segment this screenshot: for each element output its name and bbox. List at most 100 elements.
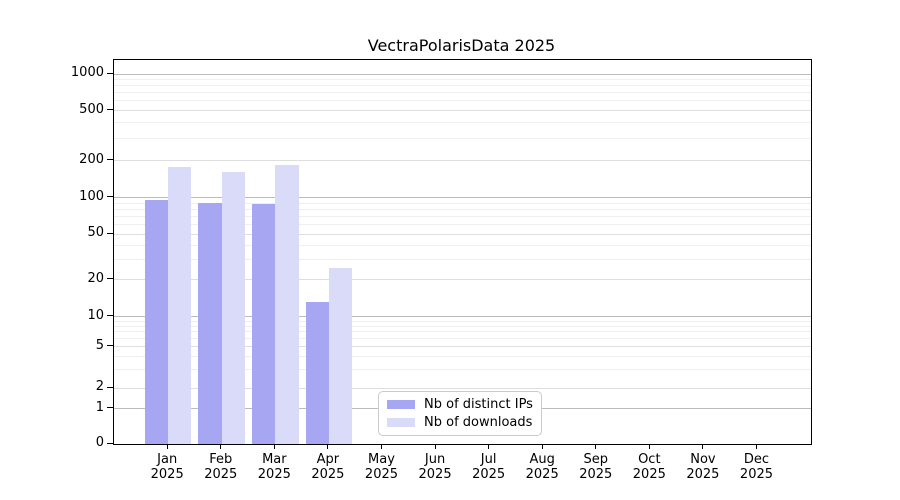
y-tick-mark (107, 345, 113, 346)
x-tick-label-feb: Feb 2025 (191, 452, 251, 482)
x-tick-month: Feb (209, 452, 233, 467)
x-tick-month: Jul (480, 452, 497, 467)
x-tick-label-jul: Jul 2025 (459, 452, 519, 482)
y-tick-mark (107, 159, 113, 160)
bar-downloads-feb (221, 172, 246, 444)
gridline-minor (114, 369, 811, 371)
legend-swatch-downloads (387, 418, 415, 427)
bar-distinct-ips-apr (305, 302, 329, 444)
gridline-minor-labeled (114, 279, 811, 280)
x-tick-year: 2025 (472, 467, 506, 482)
x-tick-label-sep: Sep 2025 (566, 452, 626, 482)
x-tick-mark (434, 444, 436, 449)
legend-label-downloads: Nb of downloads (424, 415, 533, 430)
x-tick-mark (220, 444, 222, 449)
y-tick-label: 50 (87, 225, 104, 240)
gridline-minor (114, 258, 811, 260)
gridline-minor (114, 356, 811, 358)
x-tick-label-dec: Dec 2025 (726, 452, 786, 482)
y-tick-label: 2 (95, 379, 104, 394)
gridline-minor (114, 244, 811, 246)
y-tick-mark (107, 232, 113, 234)
gridline-major (114, 316, 811, 317)
x-tick-year: 2025 (418, 467, 452, 482)
y-tick-label: 5 (95, 337, 104, 353)
gridline-minor (114, 215, 811, 217)
gridline-major (114, 73, 811, 75)
bar-downloads-mar (275, 164, 299, 444)
gridline-minor (114, 320, 811, 322)
legend-item-downloads: Nb of downloads (387, 415, 541, 430)
x-tick-year: 2025 (579, 467, 613, 482)
x-tick-year: 2025 (739, 467, 774, 482)
gridline-minor (114, 325, 811, 327)
x-tick-month: Nov (690, 452, 716, 467)
plot-area (113, 59, 812, 445)
gridline-minor (114, 202, 811, 204)
gridline-minor-labeled (114, 233, 811, 235)
y-tick-label: 0 (95, 435, 104, 450)
y-tick-mark (107, 278, 113, 279)
x-tick-month: Aug (529, 452, 555, 467)
gridline-minor (114, 223, 811, 225)
x-tick-label-nov: Nov 2025 (673, 452, 733, 482)
legend: Nb of distinct IPs Nb of downloads (378, 391, 542, 436)
x-tick-year: 2025 (686, 467, 720, 482)
gridline-minor (114, 137, 811, 139)
gridline-minor-labeled (114, 160, 811, 161)
chart-title: VectraPolarisData 2025 (367, 36, 556, 55)
x-tick-label-jan: Jan 2025 (137, 452, 197, 482)
legend-swatch-distinct-ips (387, 400, 415, 409)
x-tick-mark (488, 444, 490, 449)
x-tick-year: 2025 (150, 467, 184, 482)
y-tick-label: 500 (79, 101, 104, 117)
y-tick-mark (107, 315, 113, 316)
gridline-minor-labeled (114, 387, 811, 389)
bar-distinct-ips-mar (252, 204, 276, 444)
legend-label-distinct-ips: Nb of distinct IPs (424, 397, 533, 412)
y-tick-label: 20 (87, 270, 104, 286)
gridline-minor (114, 100, 811, 102)
legend-item-distinct-ips: Nb of distinct IPs (387, 397, 541, 412)
x-tick-month: Jan (157, 452, 178, 467)
x-tick-mark (755, 444, 757, 449)
x-tick-label-apr: Apr 2025 (298, 452, 358, 482)
x-tick-month: Oct (638, 452, 661, 467)
x-tick-month: Sep (583, 452, 609, 467)
x-tick-mark (595, 444, 597, 449)
bar-downloads-jan (168, 167, 192, 444)
x-tick-month: Jun (424, 452, 446, 467)
x-tick-year: 2025 (525, 467, 559, 482)
x-tick-mark (166, 444, 168, 449)
x-tick-month: Apr (316, 452, 340, 467)
y-tick-mark (107, 196, 113, 197)
x-tick-mark (541, 444, 543, 449)
gridline-minor (114, 338, 811, 340)
y-tick-label: 1000 (70, 65, 104, 80)
gridline-minor-labeled (114, 346, 811, 347)
x-tick-month: May (368, 452, 395, 467)
y-tick-mark (107, 109, 113, 110)
x-tick-year: 2025 (257, 467, 291, 482)
y-tick-mark (107, 407, 113, 408)
gridline-minor (114, 79, 811, 81)
y-tick-mark (107, 72, 113, 74)
x-tick-year: 2025 (632, 467, 666, 482)
x-tick-month: Dec (743, 452, 770, 467)
x-tick-mark (702, 444, 704, 449)
gridline-minor-labeled (114, 110, 811, 111)
gridline-minor (114, 85, 811, 87)
x-tick-mark (327, 444, 329, 449)
gridline-minor (114, 92, 811, 94)
x-tick-mark (273, 444, 275, 449)
y-tick-label: 100 (79, 188, 104, 204)
x-tick-year: 2025 (311, 467, 345, 482)
x-tick-year: 2025 (204, 467, 238, 482)
gridline-minor (114, 208, 811, 210)
bar-distinct-ips-feb (198, 203, 222, 444)
y-tick-label: 200 (79, 151, 104, 167)
x-tick-label-oct: Oct 2025 (619, 452, 679, 482)
x-tick-mark (380, 444, 382, 449)
bar-downloads-apr (328, 268, 353, 444)
